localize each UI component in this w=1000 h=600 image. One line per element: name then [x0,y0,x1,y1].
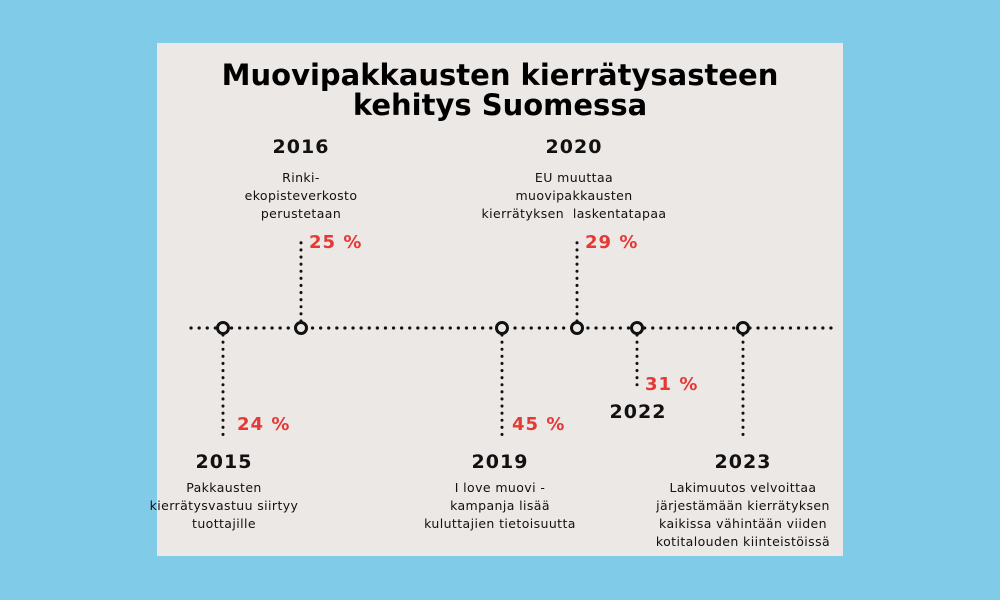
infographic-card: Muovipakkausten kierrätysasteen kehitys … [150,43,843,556]
description-2020-line-3: kierrätyksen laskentatapaa [481,206,667,221]
description-2020: EU muuttaa muovipakkausten kierrätyksen … [464,169,684,223]
description-2023: Lakimuutos velvoittaa järjestämään kierr… [623,479,863,551]
description-2023-line-4: kotitalouden kiinteistöissä [655,534,831,549]
year-2022: 2022 [609,401,667,423]
description-2016-line-3: perustetaan [260,206,342,221]
percent-2019: 45 % [512,414,566,435]
description-2015-line-2: kierrätysvastuu siirtyy [149,498,299,513]
description-2015: Pakkausten kierrätysvastuu siirtyy tuott… [114,479,334,533]
description-2020-line-1: EU muuttaa [534,170,614,185]
description-2019-line-2: kampanja lisää [450,498,550,513]
year-2015: 2015 [195,451,253,473]
description-2023-line-3: kaikissa vähintään viiden [659,516,827,531]
description-2016-line-2: ekopisteverkosto [244,188,358,203]
description-2016: Rinki- ekopisteverkosto perustetaan [191,169,411,223]
description-2023-line-2: järjestämään kierrätyksen [656,498,830,513]
description-2023-line-1: Lakimuutos velvoittaa [669,480,817,495]
node-2016 [294,321,308,335]
timeline-diagram [189,234,837,440]
node-2022 [630,321,644,335]
description-2015-line-1: Pakkausten [186,480,262,495]
year-2023: 2023 [714,451,772,473]
percent-2015: 24 % [237,414,291,435]
node-2020 [570,321,584,335]
percent-2022: 31 % [645,374,699,395]
description-2019-line-3: kuluttajien tietoisuutta [424,516,576,531]
year-2016: 2016 [272,136,330,158]
description-2019: I love muovi - kampanja lisää kuluttajie… [390,479,610,533]
description-2016-line-1: Rinki- [282,170,320,185]
description-2015-line-3: tuottajille [192,516,256,531]
node-2023 [736,321,750,335]
percent-2016: 25 % [309,232,363,253]
percent-2020: 29 % [585,232,639,253]
node-2019 [495,321,509,335]
year-2020: 2020 [545,136,603,158]
description-2019-line-1: I love muovi - [454,480,546,495]
node-2015 [216,321,230,335]
title-line-2: kehitys Suomessa [352,88,648,122]
title-line-1: Muovipakkausten kierrätysasteen [221,58,779,92]
year-2019: 2019 [471,451,529,473]
description-2020-line-2: muovipakkausten [515,188,633,203]
page-title: Muovipakkausten kierrätysasteen kehitys … [157,60,843,120]
